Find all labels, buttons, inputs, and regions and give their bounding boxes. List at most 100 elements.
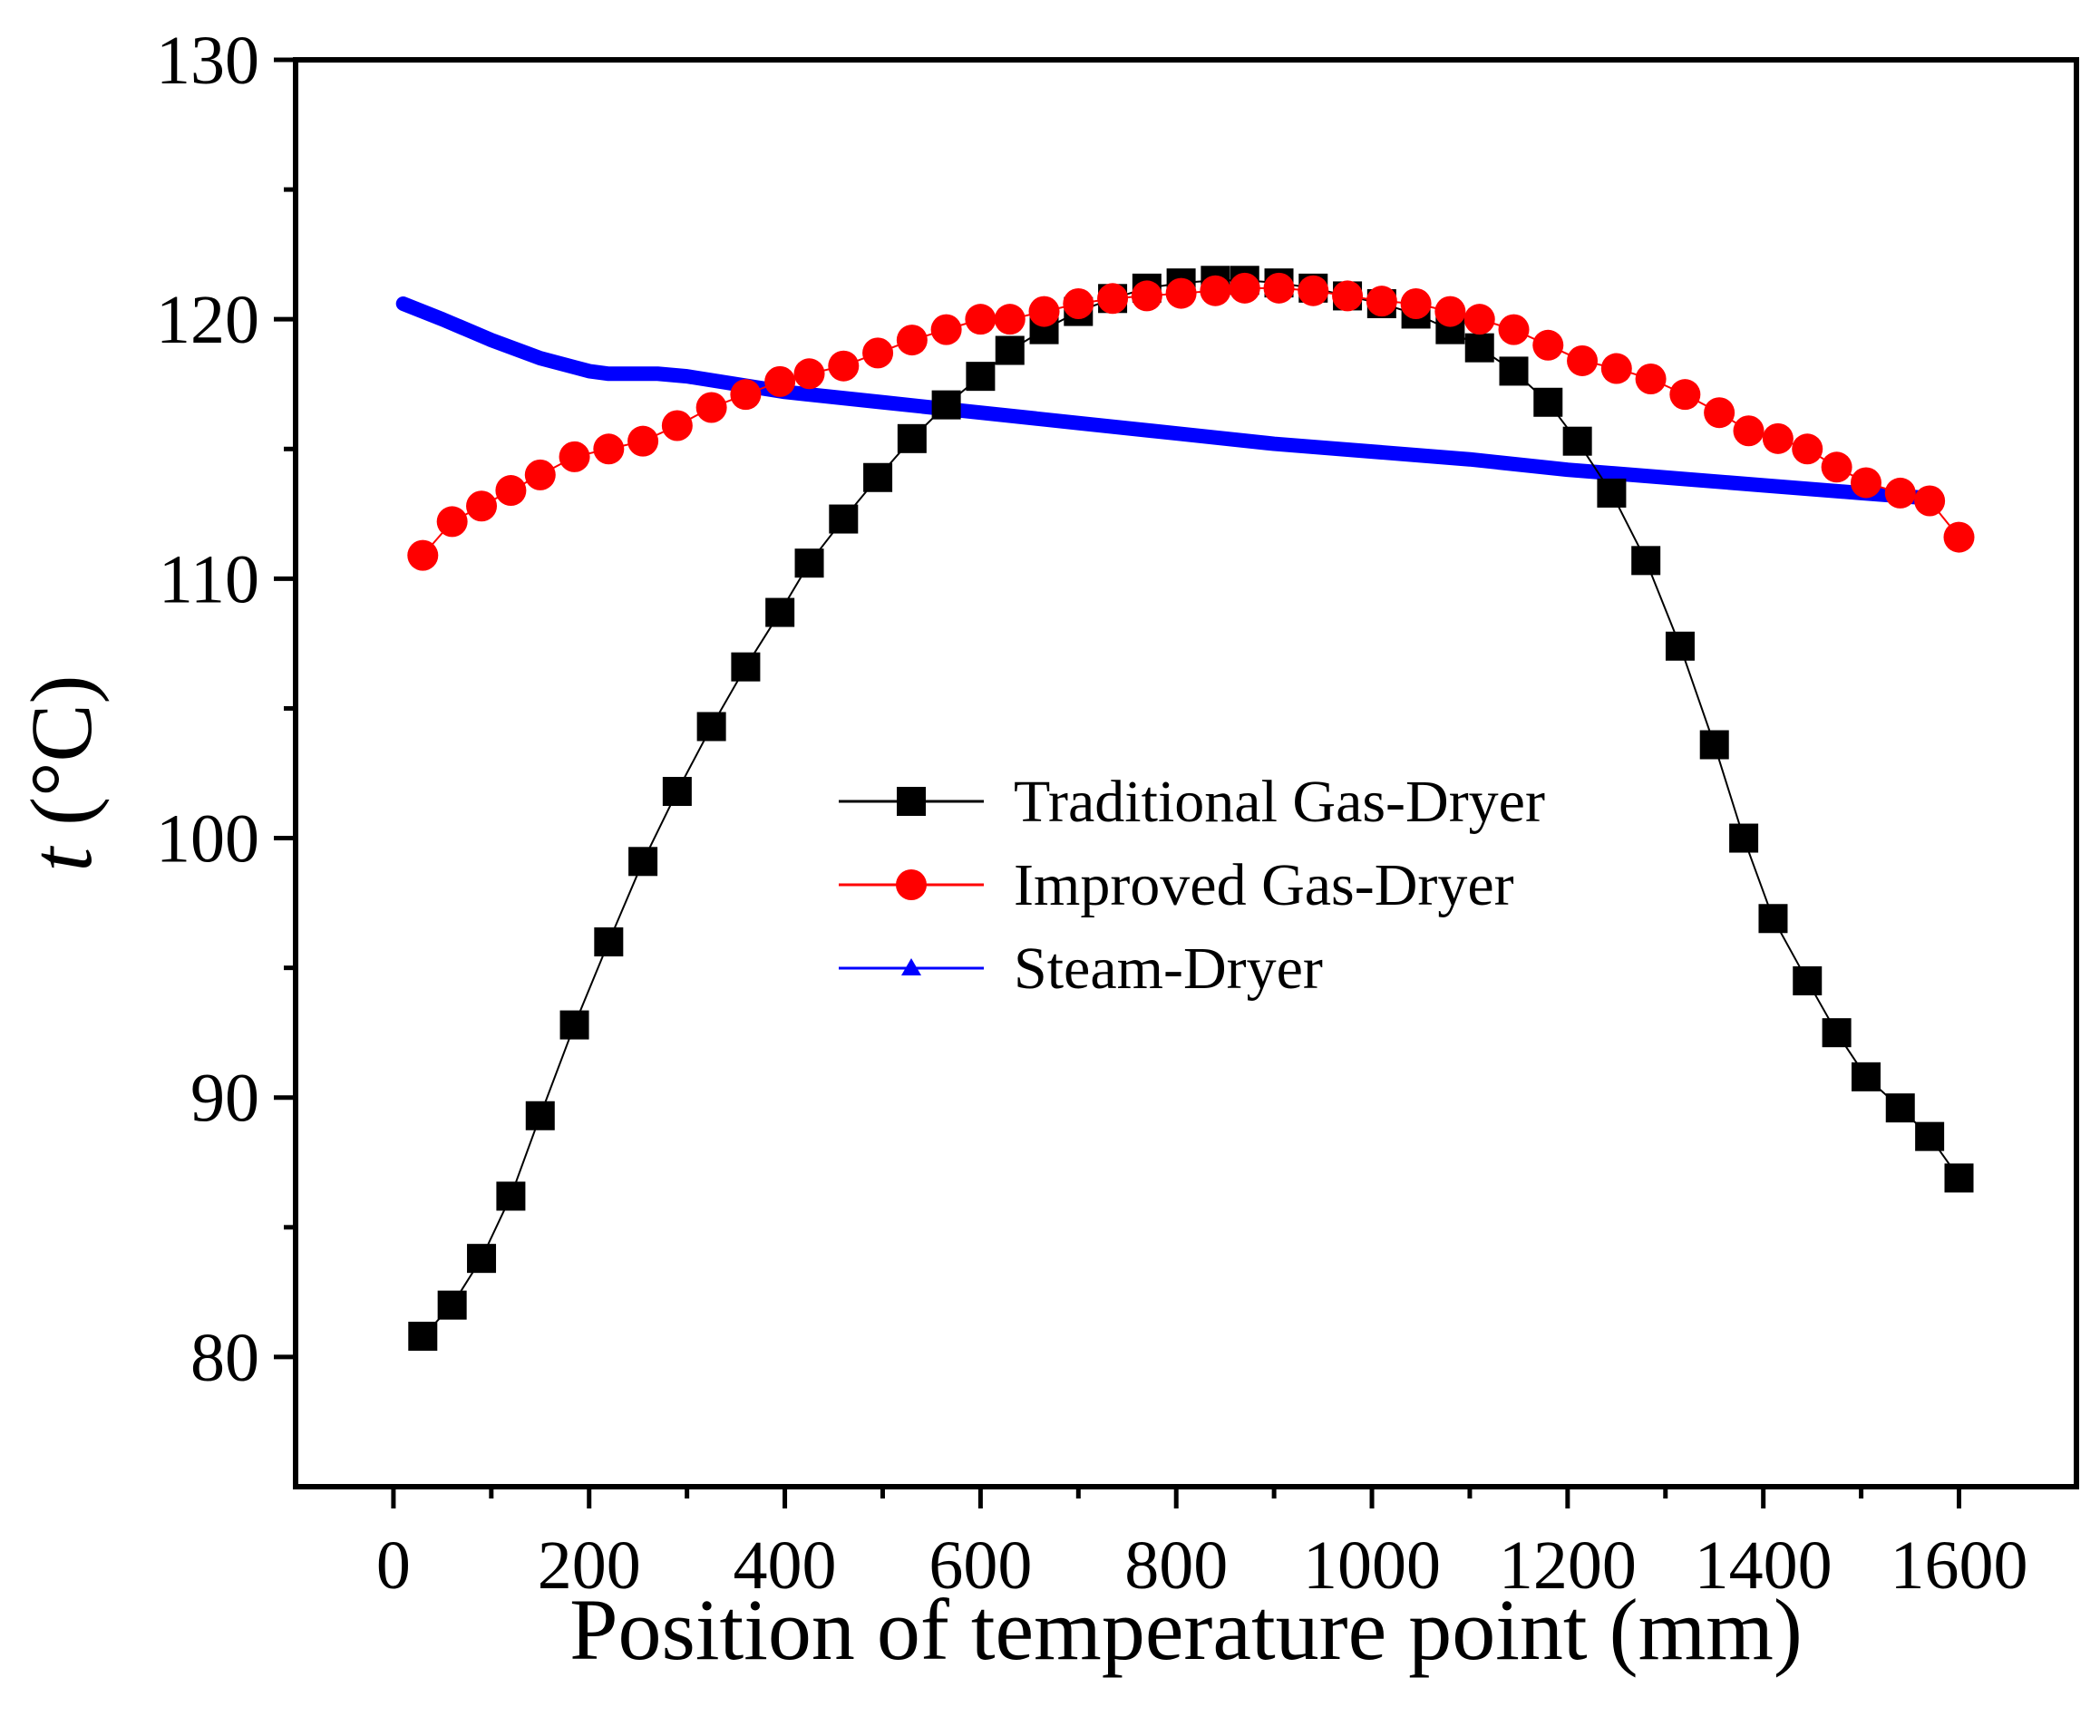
data-point	[695, 392, 727, 423]
data-point	[1884, 477, 1916, 509]
data-point	[1463, 304, 1495, 335]
data-point	[1597, 478, 1627, 508]
data-point	[1562, 426, 1592, 456]
y-tick-label: 110	[159, 541, 259, 617]
x-tick-label: 200	[538, 1527, 641, 1604]
x-axis-title: Position of temperature point (mm)	[569, 1581, 1803, 1678]
data-point	[1097, 283, 1129, 315]
data-point	[1914, 485, 1946, 517]
data-point	[1332, 280, 1364, 312]
data-point	[1665, 631, 1695, 661]
data-point	[559, 1010, 589, 1040]
data-point	[995, 335, 1025, 365]
data-point	[1792, 433, 1823, 465]
data-point	[467, 1244, 497, 1274]
y-axis-title-symbol: t	[13, 846, 110, 872]
x-tick-label: 400	[734, 1527, 837, 1604]
data-point	[794, 548, 824, 578]
y-tick-label: 80	[190, 1320, 259, 1396]
data-point	[559, 441, 590, 472]
series-improved-gas-dryer	[407, 272, 1975, 571]
data-point	[594, 927, 624, 957]
data-point	[628, 847, 658, 877]
plot-frame	[293, 57, 2079, 1489]
data-point	[897, 423, 927, 453]
series-line	[395, 296, 1938, 506]
legend-item: Improved Gas-Dryer	[839, 852, 1514, 918]
data-point	[931, 390, 961, 420]
data-point	[1821, 451, 1852, 483]
data-point	[793, 358, 825, 390]
legend: Traditional Gas-Dryer Improved Gas-Dryer S…	[839, 769, 1545, 1002]
data-point	[1729, 823, 1759, 853]
legend-marker	[897, 787, 926, 816]
data-point	[1822, 1018, 1852, 1048]
data-point	[1631, 546, 1661, 576]
series-steam-dryer	[395, 296, 1938, 506]
data-point	[1699, 730, 1729, 760]
y-axis-title: t (°C)	[13, 674, 110, 871]
legend-label: Steam-Dryer	[1014, 936, 1323, 1002]
data-point	[524, 459, 556, 490]
data-point	[966, 362, 996, 392]
data-point	[862, 337, 894, 369]
data-point	[436, 506, 468, 538]
x-tick-label: 1400	[1695, 1527, 1833, 1604]
data-point	[496, 1181, 526, 1211]
data-point	[863, 462, 893, 492]
x-tick-label: 1000	[1303, 1527, 1441, 1604]
y-axis-ticks: 80 90 100 110 120 130	[156, 23, 296, 1396]
data-point	[408, 1322, 438, 1352]
data-point	[829, 504, 859, 534]
data-point	[1758, 904, 1788, 934]
x-tick-label: 600	[928, 1527, 1032, 1604]
data-point	[1131, 280, 1162, 312]
data-point	[896, 325, 928, 356]
data-point	[1733, 415, 1765, 447]
data-point	[765, 597, 795, 627]
x-axis-ticks: 0 200 400 600 800 1000 1200 1400 1600	[376, 1487, 2028, 1604]
data-point	[1200, 275, 1231, 306]
data-point	[1851, 1062, 1881, 1091]
data-point	[731, 652, 761, 682]
data-point	[1498, 314, 1530, 345]
legend-item: Traditional Gas-Dryer	[839, 769, 1545, 835]
data-point	[828, 350, 860, 382]
data-point	[1944, 1163, 1974, 1193]
data-point	[965, 304, 997, 335]
x-tick-label: 0	[376, 1527, 411, 1604]
data-point	[1533, 387, 1563, 417]
data-point	[627, 425, 659, 457]
data-point	[994, 304, 1026, 335]
data-point	[1165, 277, 1197, 309]
data-point	[1762, 422, 1794, 454]
legend-label: Improved Gas-Dryer	[1014, 852, 1514, 918]
data-point	[1366, 286, 1397, 317]
data-point	[1532, 329, 1564, 361]
data-point	[466, 490, 498, 522]
data-point	[662, 777, 692, 807]
data-point	[1669, 379, 1701, 411]
y-tick-label: 130	[156, 23, 259, 99]
data-point	[1635, 364, 1667, 395]
data-point	[1229, 272, 1260, 304]
x-tick-label: 1200	[1499, 1527, 1637, 1604]
data-point	[930, 314, 962, 345]
data-point	[1850, 467, 1881, 499]
data-point	[1793, 965, 1823, 995]
y-tick-label: 90	[190, 1061, 259, 1137]
data-point	[593, 433, 625, 465]
data-point	[1028, 296, 1060, 327]
data-point	[1915, 1121, 1945, 1151]
data-point	[1434, 296, 1466, 327]
data-point	[1885, 1093, 1915, 1123]
y-tick-label: 120	[156, 282, 259, 358]
data-point	[730, 379, 762, 411]
y-tick-label: 100	[156, 801, 259, 878]
data-point	[764, 365, 796, 397]
x-tick-label: 1600	[1891, 1527, 2028, 1604]
legend-marker	[896, 869, 927, 900]
series-layer	[395, 266, 1975, 1352]
data-point	[525, 1101, 555, 1130]
